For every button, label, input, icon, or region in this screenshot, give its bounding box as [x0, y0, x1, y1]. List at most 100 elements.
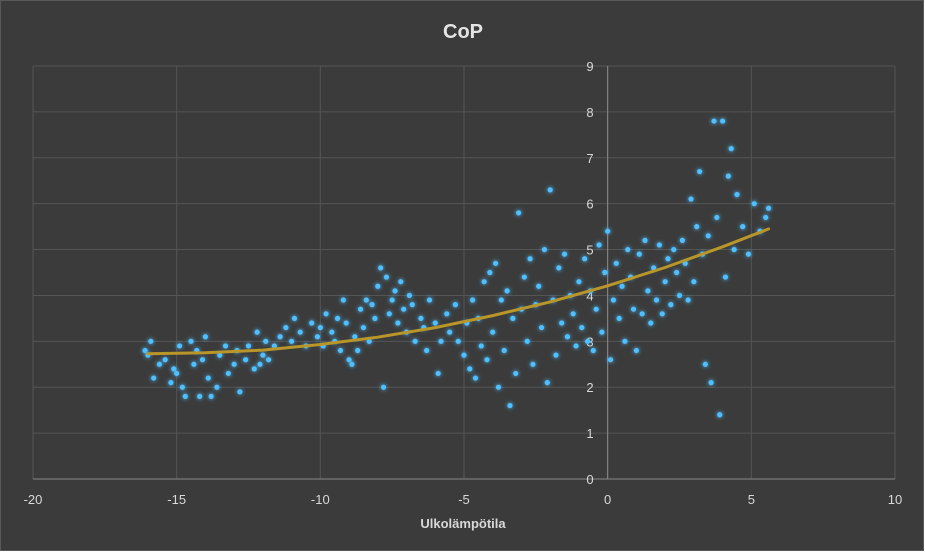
data-point	[406, 292, 413, 299]
y-tick-label: 1	[586, 426, 593, 441]
data-point	[515, 210, 522, 216]
data-point	[438, 338, 444, 344]
data-point	[547, 187, 553, 193]
data-point	[582, 256, 588, 262]
data-point	[530, 361, 536, 367]
data-point	[222, 343, 229, 349]
data-point	[584, 338, 591, 344]
data-point	[426, 297, 433, 303]
data-point	[630, 306, 637, 312]
data-point	[665, 256, 671, 262]
data-point	[349, 361, 355, 367]
data-point	[289, 338, 295, 344]
data-point	[412, 338, 418, 344]
data-point	[765, 205, 772, 211]
data-point	[188, 338, 194, 344]
data-point	[725, 173, 731, 179]
data-point	[309, 320, 315, 326]
y-tick-label: 6	[586, 197, 593, 212]
data-point	[432, 320, 438, 326]
data-point	[708, 380, 714, 386]
data-point	[734, 191, 740, 198]
data-point	[633, 347, 640, 354]
data-point	[435, 370, 441, 377]
data-point	[722, 274, 729, 280]
data-point	[671, 246, 677, 253]
x-tick-label: -15	[167, 492, 186, 507]
data-point	[645, 288, 651, 294]
x-tick-label: -10	[311, 492, 330, 507]
y-tick-label: 4	[586, 288, 593, 303]
data-point	[625, 246, 631, 253]
data-point	[398, 279, 404, 285]
data-point	[461, 352, 467, 358]
data-point	[323, 311, 329, 317]
data-point	[297, 329, 303, 335]
data-point	[524, 338, 530, 344]
data-point	[171, 366, 177, 372]
trendline-path	[146, 227, 771, 356]
data-point	[369, 302, 375, 308]
data-point	[507, 402, 513, 409]
data-point	[538, 324, 545, 331]
data-point	[366, 338, 372, 344]
data-point	[151, 375, 157, 381]
data-point	[579, 324, 585, 331]
data-point	[225, 370, 231, 377]
data-point	[355, 347, 361, 354]
data-point	[490, 329, 496, 335]
data-point	[564, 334, 571, 340]
data-point	[763, 214, 769, 221]
data-point	[283, 324, 289, 331]
data-point	[656, 242, 662, 248]
data-point	[260, 352, 266, 358]
data-point	[561, 251, 568, 257]
data-point	[360, 324, 367, 331]
data-point	[375, 283, 381, 289]
data-point	[472, 375, 479, 381]
data-point	[389, 297, 395, 303]
data-point	[544, 380, 550, 386]
data-point	[291, 315, 298, 321]
data-point	[521, 274, 527, 280]
data-point	[444, 311, 450, 317]
data-point	[363, 297, 369, 303]
data-point	[340, 297, 346, 303]
data-point	[639, 311, 645, 317]
y-tick-label: 8	[586, 105, 593, 120]
data-point	[711, 118, 717, 124]
trendline	[146, 227, 771, 356]
x-tick-label: 0	[604, 492, 611, 507]
data-point	[343, 320, 349, 326]
data-point	[231, 361, 237, 367]
data-point	[668, 302, 674, 308]
data-point	[674, 269, 680, 276]
data-points	[142, 118, 772, 418]
data-point	[740, 224, 746, 230]
x-axis-title: Ulkolämpötila	[420, 516, 506, 531]
data-point	[676, 292, 683, 299]
data-point	[179, 384, 186, 390]
data-point	[182, 393, 188, 399]
data-point	[142, 347, 148, 354]
data-point	[648, 320, 654, 326]
data-point	[576, 279, 582, 285]
data-point	[570, 311, 576, 317]
data-point	[536, 283, 542, 289]
data-point	[607, 357, 614, 363]
data-point	[484, 357, 490, 363]
data-point	[691, 279, 697, 285]
y-tick-label: 2	[586, 380, 593, 395]
data-point	[314, 334, 321, 340]
data-point	[590, 347, 596, 354]
data-point	[372, 315, 378, 321]
gridlines	[32, 65, 896, 480]
data-point	[254, 329, 260, 335]
data-point	[679, 237, 685, 243]
x-tick-label: -5	[458, 492, 470, 507]
data-point	[697, 168, 703, 175]
data-point	[245, 343, 252, 349]
data-point	[636, 251, 642, 257]
